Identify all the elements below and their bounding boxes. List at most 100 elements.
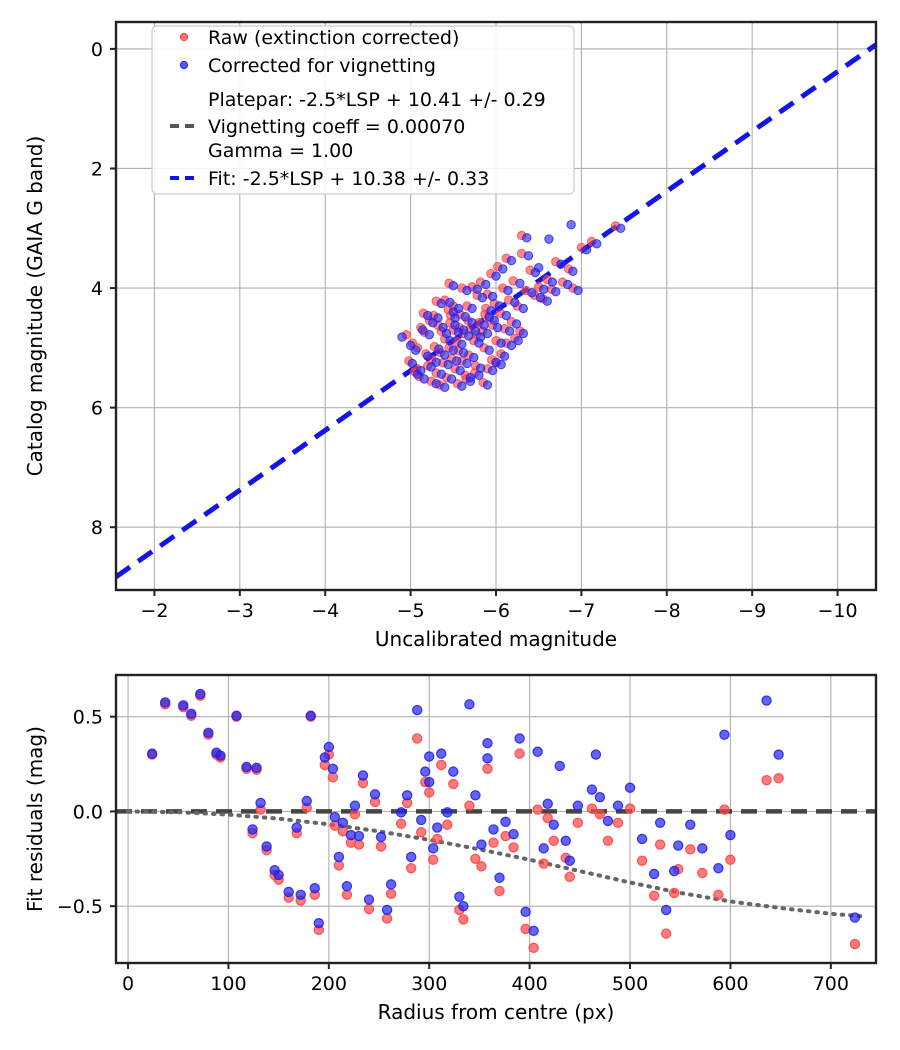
data-point (436, 748, 447, 759)
data-point (428, 854, 439, 865)
data-point (532, 804, 543, 815)
x-tick-label: −2 (140, 600, 168, 622)
data-point (465, 376, 476, 387)
data-point (470, 853, 481, 864)
data-point (283, 886, 294, 898)
data-point (416, 814, 427, 826)
data-point (375, 841, 387, 852)
data-point (417, 325, 428, 335)
x-tick-label: 300 (411, 973, 447, 995)
data-point (476, 861, 487, 872)
data-point (542, 296, 552, 306)
data-point (458, 900, 469, 912)
data-point (615, 223, 626, 233)
y-axis-label: Catalog magnitude (GAIA G band) (23, 136, 47, 477)
data-point (761, 695, 772, 706)
data-point (448, 778, 459, 790)
data-point (500, 816, 511, 828)
data-point (493, 322, 503, 333)
legend-entry-label: Gamma = 1.00 (208, 140, 353, 162)
y-tick-label: 2 (91, 158, 103, 180)
data-point (518, 328, 529, 339)
data-point (319, 752, 331, 763)
data-point (554, 760, 565, 772)
data-point (538, 858, 549, 869)
data-point (464, 699, 475, 710)
data-point (431, 357, 441, 367)
data-point (713, 889, 724, 900)
legend-box (151, 25, 575, 195)
data-point (327, 772, 339, 783)
data-point (462, 285, 472, 296)
data-point (590, 749, 602, 760)
data-point (488, 837, 499, 848)
data-point (411, 704, 423, 716)
data-point (654, 839, 666, 850)
data-point (528, 942, 539, 954)
data-point (506, 255, 517, 266)
data-point (440, 350, 450, 360)
data-point (395, 818, 407, 829)
data-point (457, 339, 467, 349)
legend-entry-label: Platepar: -2.5*LSP + 10.41 +/- 0.29 (208, 89, 546, 111)
data-point (470, 790, 481, 801)
data-point (405, 863, 417, 874)
data-point (472, 284, 482, 294)
data-point (467, 303, 477, 314)
data-point (436, 759, 447, 771)
data-point (506, 340, 517, 351)
data-point (725, 829, 736, 841)
data-point (178, 700, 189, 711)
series-corrected (397, 219, 626, 393)
data-point (255, 797, 266, 809)
data-point (411, 733, 423, 744)
data-point (448, 345, 458, 355)
data-point (381, 913, 393, 924)
x-tick-label: −7 (567, 600, 595, 622)
data-point (660, 928, 672, 939)
data-point (522, 233, 532, 243)
data-point (462, 358, 472, 369)
data-point (251, 762, 262, 774)
data-point (482, 763, 493, 774)
data-point (369, 789, 381, 800)
data-point (407, 358, 418, 369)
data-point (477, 292, 488, 303)
data-point (353, 839, 365, 850)
data-point (586, 803, 598, 814)
data-point (542, 812, 553, 824)
data-point (685, 819, 696, 830)
legend-entry-label: Raw (extinction corrected) (208, 27, 459, 49)
data-point (329, 811, 341, 823)
x-tick-label: −9 (738, 600, 766, 622)
data-point (498, 264, 508, 274)
x-tick-label: −5 (397, 600, 425, 622)
data-point (697, 867, 708, 879)
data-point (305, 710, 316, 721)
data-point (448, 280, 458, 291)
data-point (469, 352, 479, 363)
data-point (487, 365, 498, 376)
data-point (431, 379, 441, 389)
x-tick-label: 200 (311, 973, 347, 995)
data-point (556, 259, 566, 269)
data-point (594, 809, 606, 820)
data-point (548, 835, 559, 846)
data-point (482, 753, 493, 764)
data-point (496, 359, 506, 370)
data-point (381, 904, 393, 916)
data-point (422, 351, 433, 361)
data-point (538, 843, 549, 854)
data-point (203, 727, 214, 738)
data-point (432, 822, 443, 833)
data-point (636, 855, 648, 866)
data-point (309, 882, 320, 894)
legend-entry-label: Fit: -2.5*LSP + 10.38 +/- 0.33 (208, 168, 489, 190)
fit-line (114, 42, 878, 579)
y-tick-label: 6 (91, 398, 103, 420)
x-tick-label: −10 (818, 600, 858, 622)
data-point (713, 863, 724, 874)
data-point (586, 784, 598, 795)
data-point (494, 872, 505, 883)
